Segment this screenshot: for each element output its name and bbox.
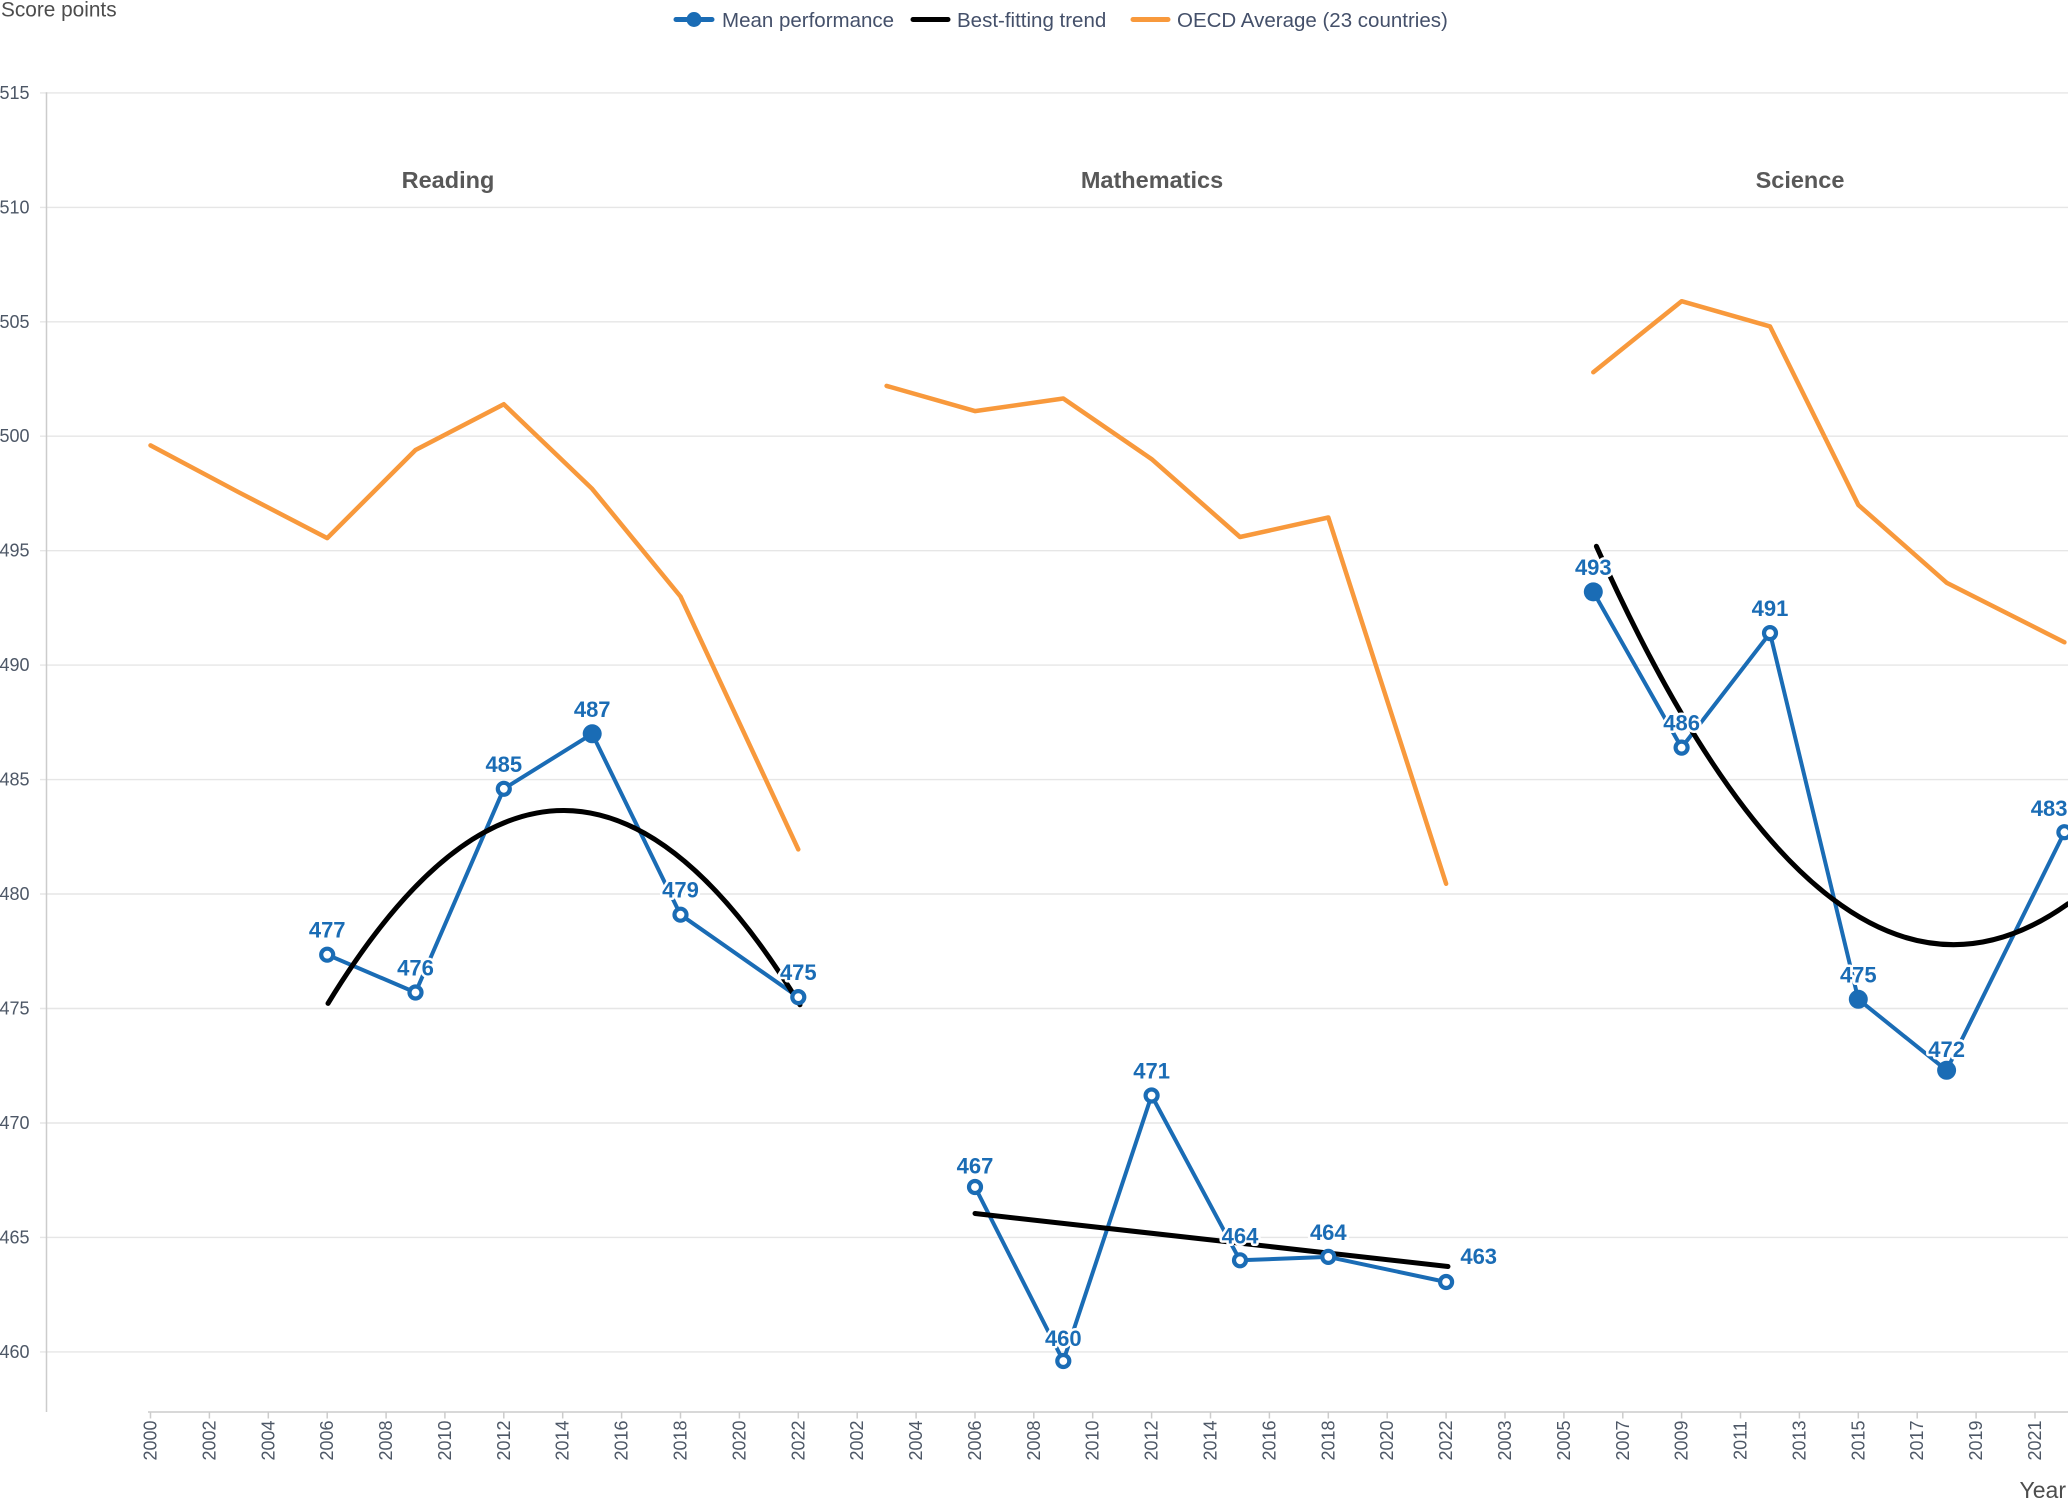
svg-text:Mean performance: Mean performance [722, 9, 894, 32]
svg-text:505: 505 [0, 312, 30, 332]
svg-text:2013: 2013 [1789, 1420, 1809, 1460]
svg-text:477: 477 [309, 918, 346, 943]
svg-text:2002: 2002 [199, 1420, 219, 1460]
svg-text:476: 476 [397, 956, 434, 981]
svg-text:2005: 2005 [1554, 1420, 1574, 1460]
svg-text:2016: 2016 [1259, 1420, 1279, 1460]
svg-text:515: 515 [0, 83, 30, 103]
svg-text:490: 490 [0, 655, 30, 675]
svg-text:486: 486 [1663, 711, 1700, 736]
svg-text:OECD Average (23 countries): OECD Average (23 countries) [1177, 9, 1448, 32]
svg-text:475: 475 [0, 999, 30, 1019]
svg-text:2004: 2004 [906, 1420, 926, 1460]
svg-text:2009: 2009 [1672, 1420, 1692, 1460]
svg-text:2022: 2022 [1436, 1420, 1456, 1460]
svg-text:510: 510 [0, 197, 30, 217]
svg-text:495: 495 [0, 541, 30, 561]
svg-text:2006: 2006 [317, 1420, 337, 1460]
svg-text:2004: 2004 [258, 1420, 278, 1460]
svg-text:480: 480 [0, 884, 30, 904]
svg-text:2010: 2010 [1083, 1420, 1103, 1460]
svg-text:2008: 2008 [1024, 1420, 1044, 1460]
svg-text:2021: 2021 [2025, 1420, 2045, 1460]
svg-text:483: 483 [2031, 796, 2068, 821]
svg-text:464: 464 [1222, 1223, 1259, 1248]
svg-text:485: 485 [0, 770, 30, 790]
svg-text:460: 460 [1045, 1326, 1082, 1351]
svg-text:487: 487 [574, 697, 611, 722]
svg-text:479: 479 [662, 878, 699, 903]
svg-text:500: 500 [0, 426, 30, 446]
svg-text:491: 491 [1752, 596, 1789, 621]
svg-text:Mathematics: Mathematics [1081, 167, 1223, 193]
svg-text:2012: 2012 [494, 1420, 514, 1460]
svg-text:475: 475 [1840, 962, 1877, 987]
svg-text:467: 467 [957, 1154, 994, 1179]
svg-text:2020: 2020 [729, 1420, 749, 1460]
svg-text:2012: 2012 [1142, 1420, 1162, 1460]
svg-text:2014: 2014 [553, 1420, 573, 1460]
svg-text:471: 471 [1133, 1059, 1170, 1084]
svg-text:2018: 2018 [671, 1420, 691, 1460]
svg-text:463: 463 [1460, 1244, 1497, 1269]
svg-text:Best-fitting trend: Best-fitting trend [957, 9, 1106, 32]
svg-text:2017: 2017 [1907, 1420, 1927, 1460]
svg-text:2008: 2008 [376, 1420, 396, 1460]
svg-text:2018: 2018 [1318, 1420, 1338, 1460]
svg-text:Score points: Score points [1, 0, 117, 22]
svg-text:2003: 2003 [1495, 1420, 1515, 1460]
svg-text:493: 493 [1575, 555, 1612, 580]
svg-text:Reading: Reading [402, 167, 495, 193]
svg-text:Year: Year [2020, 1477, 2067, 1501]
svg-text:465: 465 [0, 1227, 30, 1247]
svg-text:Science: Science [1756, 167, 1845, 193]
svg-text:2006: 2006 [965, 1420, 985, 1460]
svg-text:2019: 2019 [1966, 1420, 1986, 1460]
svg-text:2010: 2010 [435, 1420, 455, 1460]
svg-text:2020: 2020 [1377, 1420, 1397, 1460]
svg-text:2002: 2002 [847, 1420, 867, 1460]
svg-text:472: 472 [1928, 1037, 1965, 1062]
svg-text:2016: 2016 [612, 1420, 632, 1460]
svg-text:475: 475 [780, 960, 817, 985]
svg-text:2007: 2007 [1613, 1420, 1633, 1460]
svg-text:2000: 2000 [141, 1420, 161, 1460]
svg-text:2011: 2011 [1731, 1421, 1751, 1460]
svg-text:470: 470 [0, 1113, 30, 1133]
svg-text:2022: 2022 [788, 1420, 808, 1460]
svg-text:2014: 2014 [1201, 1420, 1221, 1460]
svg-text:460: 460 [0, 1342, 30, 1362]
svg-text:485: 485 [485, 752, 522, 777]
svg-text:464: 464 [1310, 1220, 1347, 1245]
svg-text:2015: 2015 [1848, 1420, 1868, 1460]
